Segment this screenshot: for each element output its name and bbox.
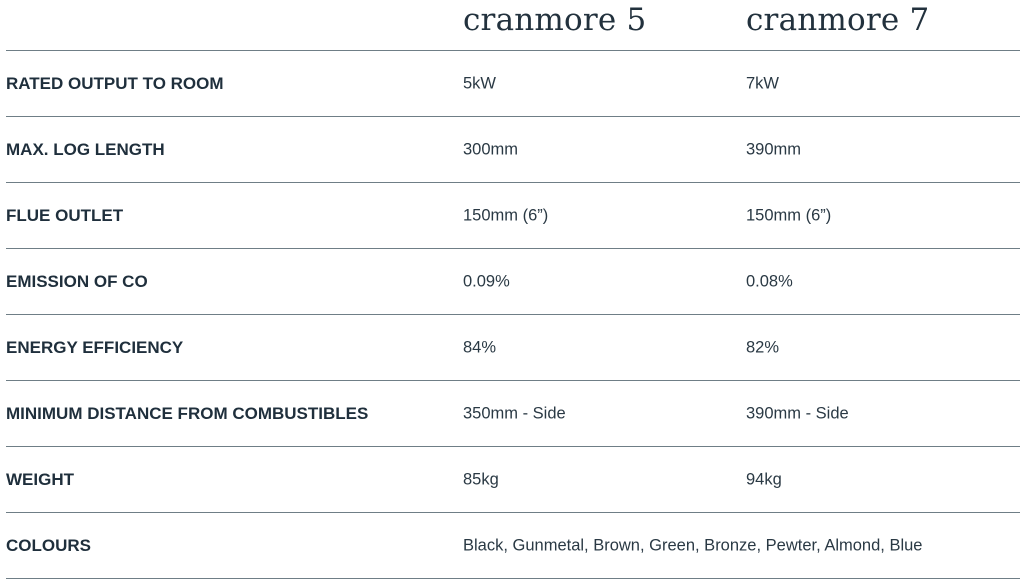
table-row-energy-efficiency: ENERGY EFFICIENCY 84% 82% [6,315,1020,381]
table-row-flue-outlet: FLUE OUTLET 150mm (6”) 150mm (6”) [6,183,1020,249]
row-label: MAX. LOG LENGTH [6,139,165,159]
cranmore-7-value: 150mm (6”) [746,206,832,224]
cranmore-7-value: 390mm - Side [746,404,849,422]
cranmore-7-value: 82% [746,338,780,356]
cranmore-5-value: 5kW [463,74,496,92]
row-label: EMISSION OF CO [6,271,148,291]
cranmore-5-value: 84% [463,338,497,356]
cranmore-5-value: 350mm - Side [463,404,566,422]
spec-comparison-table: cranmore 5 cranmore 7 RATED OUTPUT TO RO… [6,0,1020,579]
table-row-colours: COLOURS Black, Gunmetal, Brown, Green, B… [6,513,1020,579]
cranmore-7-value: 390mm [746,140,802,158]
cranmore-7-value: 94kg [746,470,782,488]
row-label: ENERGY EFFICIENCY [6,337,184,357]
table-row-weight: WEIGHT 85kg 94kg [6,447,1020,513]
table-row-minimum-distance: MINIMUM DISTANCE FROM COMBUSTIBLES 350mm… [6,381,1020,447]
shared-colours-value: Black, Gunmetal, Brown, Green, Bronze, P… [463,536,923,554]
model-name-cranmore-5: cranmore 5 [463,2,647,38]
row-label: COLOURS [6,535,91,555]
table-row-max-log-length: MAX. LOG LENGTH 300mm 390mm [6,117,1020,183]
model-name-cranmore-7: cranmore 7 [746,2,930,38]
cranmore-5-value: 150mm (6”) [463,206,549,224]
table-row-emission-of-co: EMISSION OF CO 0.09% 0.08% [6,249,1020,315]
cranmore-5-value: 300mm [463,140,519,158]
cranmore-7-value: 0.08% [746,272,793,290]
cranmore-7-value: 7kW [746,74,779,92]
row-label: RATED OUTPUT TO ROOM [6,73,224,93]
cranmore-5-value: 0.09% [463,272,510,290]
table-row-rated-output: RATED OUTPUT TO ROOM 5kW 7kW [6,51,1020,117]
cranmore-5-value: 85kg [463,470,499,488]
row-label: FLUE OUTLET [6,205,124,225]
row-label: WEIGHT [6,469,74,489]
table-header-row: cranmore 5 cranmore 7 [6,0,1020,51]
row-label: MINIMUM DISTANCE FROM COMBUSTIBLES [6,403,369,423]
